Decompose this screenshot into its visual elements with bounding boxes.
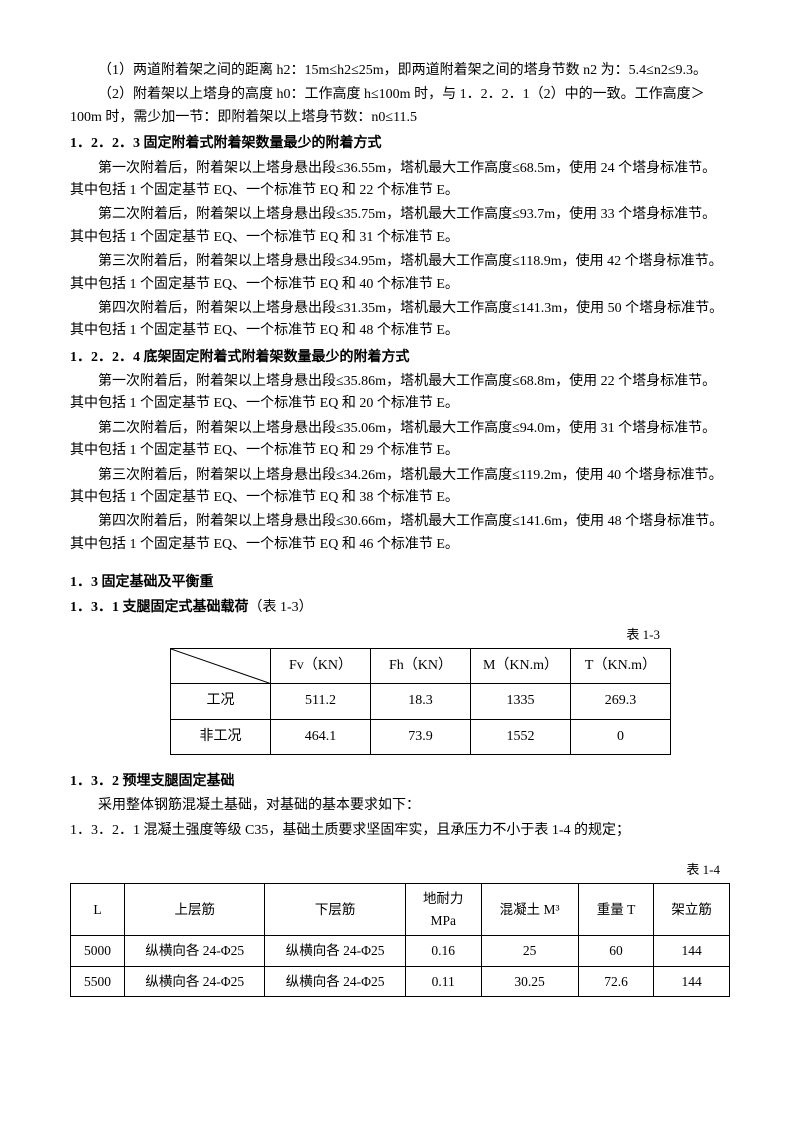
- table-header: T（KN.m）: [571, 648, 671, 683]
- table-row: 5500 纵横向各 24-Φ25 纵横向各 24-Φ25 0.11 30.25 …: [71, 966, 730, 997]
- table-1-3: Fv（KN） Fh（KN） M（KN.m） T（KN.m） 工况 511.2 1…: [170, 648, 671, 755]
- paragraph-7: 第一次附着后，附着架以上塔身悬出段≤35.86m，塔机最大工作高度≤68.8m，…: [70, 371, 730, 416]
- table-cell: 0.16: [405, 936, 481, 967]
- table-cell: 5500: [71, 966, 125, 997]
- table-header: 架立筋: [654, 883, 730, 935]
- table-cell: 25: [481, 936, 578, 967]
- table-header: 地耐力 MPa: [405, 883, 481, 935]
- table-cell: 纵横向各 24-Φ25: [125, 936, 265, 967]
- table-cell: 5000: [71, 936, 125, 967]
- table-header: 重量 T: [578, 883, 654, 935]
- table-cell: 1552: [471, 719, 571, 754]
- paragraph-11: 采用整体钢筋混凝土基础，对基础的基本要求如下：: [70, 795, 730, 817]
- table-row: Fv（KN） Fh（KN） M（KN.m） T（KN.m）: [171, 648, 671, 683]
- table-cell: 0.11: [405, 966, 481, 997]
- table-cell: 464.1: [271, 719, 371, 754]
- table-cell: 1335: [471, 684, 571, 719]
- table-1-4: L 上层筋 下层筋 地耐力 MPa 混凝土 M³ 重量 T 架立筋 5000 纵…: [70, 883, 730, 997]
- paragraph-3: 第一次附着后，附着架以上塔身悬出段≤36.55m，塔机最大工作高度≤68.5m，…: [70, 158, 730, 203]
- table-header: Fv（KN）: [271, 648, 371, 683]
- paragraph-2: （2）附着架以上塔身的高度 h0：工作高度 h≤100m 时，与 1．2．2．1…: [70, 84, 730, 129]
- table-cell: 纵横向各 24-Φ25: [265, 936, 405, 967]
- heading-1223: 1．2．2．3 固定附着式附着架数量最少的附着方式: [70, 133, 730, 155]
- table-header: 下层筋: [265, 883, 405, 935]
- table-cell: 73.9: [371, 719, 471, 754]
- table-cell: 工况: [171, 684, 271, 719]
- heading-131-suffix: （表 1-3）: [249, 600, 313, 615]
- table-cell: 511.2: [271, 684, 371, 719]
- table-diag-cell: [171, 648, 271, 683]
- table-cell: 72.6: [578, 966, 654, 997]
- paragraph-5: 第三次附着后，附着架以上塔身悬出段≤34.95m，塔机最大工作高度≤118.9m…: [70, 251, 730, 296]
- table-1-4-caption: 表 1-4: [70, 860, 730, 881]
- heading-13: 1．3 固定基础及平衡重: [70, 572, 730, 594]
- table-cell: 纵横向各 24-Φ25: [265, 966, 405, 997]
- table-header: M（KN.m）: [471, 648, 571, 683]
- table-header: 混凝土 M³: [481, 883, 578, 935]
- table-row: 5000 纵横向各 24-Φ25 纵横向各 24-Φ25 0.16 25 60 …: [71, 936, 730, 967]
- paragraph-6: 第四次附着后，附着架以上塔身悬出段≤31.35m，塔机最大工作高度≤141.3m…: [70, 298, 730, 343]
- table-cell: 0: [571, 719, 671, 754]
- paragraph-10: 第四次附着后，附着架以上塔身悬出段≤30.66m，塔机最大工作高度≤141.6m…: [70, 511, 730, 556]
- table-row: 工况 511.2 18.3 1335 269.3: [171, 684, 671, 719]
- table-1-3-caption: 表 1-3: [70, 625, 730, 646]
- paragraph-1: （1）两道附着架之间的距离 h2：15m≤h2≤25m，即两道附着架之间的塔身节…: [70, 60, 730, 82]
- heading-131-bold: 1．3．1 支腿固定式基础载荷: [70, 600, 249, 615]
- paragraph-4: 第二次附着后，附着架以上塔身悬出段≤35.75m，塔机最大工作高度≤93.7m，…: [70, 204, 730, 249]
- table-cell: 60: [578, 936, 654, 967]
- paragraph-9: 第三次附着后，附着架以上塔身悬出段≤34.26m，塔机最大工作高度≤119.2m…: [70, 465, 730, 510]
- paragraph-8: 第二次附着后，附着架以上塔身悬出段≤35.06m，塔机最大工作高度≤94.0m，…: [70, 418, 730, 463]
- heading-131: 1．3．1 支腿固定式基础载荷（表 1-3）: [70, 597, 730, 619]
- table-row: L 上层筋 下层筋 地耐力 MPa 混凝土 M³ 重量 T 架立筋: [71, 883, 730, 935]
- table-cell: 纵横向各 24-Φ25: [125, 966, 265, 997]
- table-cell: 30.25: [481, 966, 578, 997]
- heading-132: 1．3．2 预埋支腿固定基础: [70, 771, 730, 793]
- table-cell: 非工况: [171, 719, 271, 754]
- paragraph-12: 1．3．2．1 混凝土强度等级 C35，基础土质要求坚固牢实，且承压力不小于表 …: [70, 820, 730, 842]
- heading-1224: 1．2．2．4 底架固定附着式附着架数量最少的附着方式: [70, 347, 730, 369]
- table-header: 上层筋: [125, 883, 265, 935]
- table-cell: 144: [654, 966, 730, 997]
- table-header: Fh（KN）: [371, 648, 471, 683]
- table-row: 非工况 464.1 73.9 1552 0: [171, 719, 671, 754]
- table-header: L: [71, 883, 125, 935]
- table-cell: 18.3: [371, 684, 471, 719]
- table-cell: 144: [654, 936, 730, 967]
- table-cell: 269.3: [571, 684, 671, 719]
